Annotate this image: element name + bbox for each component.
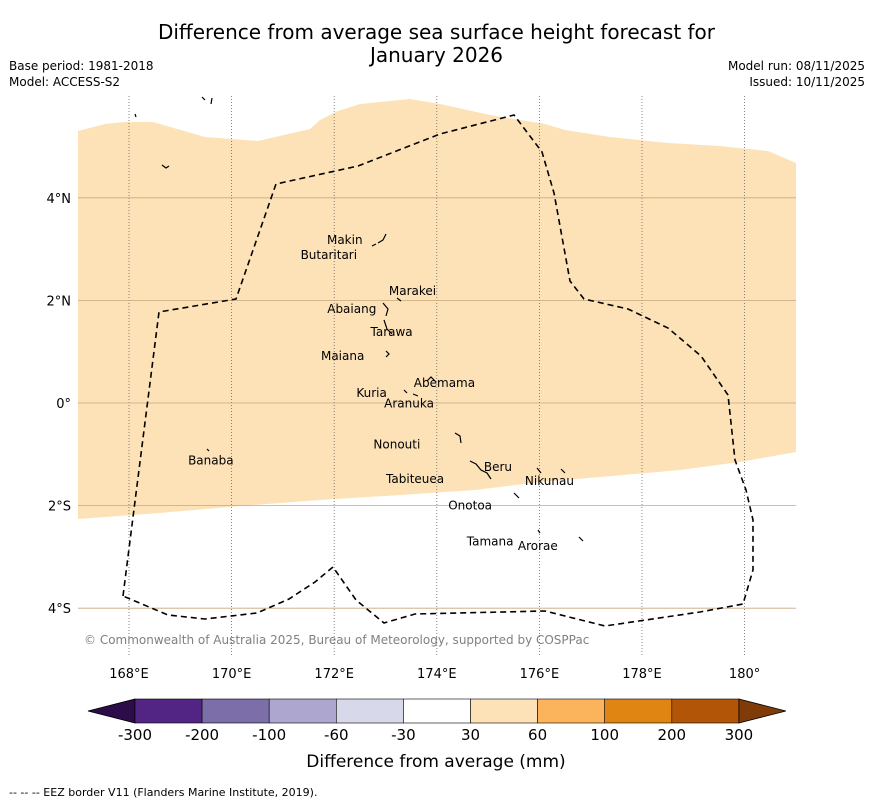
- island-nonouti: [454, 432, 462, 444]
- issued-date: Issued: 10/11/2025: [749, 75, 865, 89]
- x-tick-label: 168°E: [109, 667, 149, 682]
- colorbar-tick-label: 100: [590, 726, 619, 744]
- title-line-1: Difference from average sea surface heig…: [157, 20, 716, 44]
- colorbar-segment: [604, 698, 673, 724]
- colorbar-tick-label: -30: [391, 726, 416, 744]
- colorbar-segment: [671, 698, 740, 724]
- place-label-banaba: Banaba: [188, 453, 234, 467]
- place-label-kuria: Kuria: [356, 386, 387, 400]
- colorbar-segment: [268, 698, 337, 724]
- place-label-nikunau: Nikunau: [525, 474, 574, 488]
- island-maiana: [385, 350, 390, 358]
- x-tick-label: 170°E: [212, 667, 252, 682]
- place-label-nonouti: Nonouti: [373, 438, 420, 452]
- colorbar-extend-low: [87, 698, 136, 724]
- y-axis-ticks: 4°N 2°N 0° 2°S 4°S: [47, 192, 72, 617]
- place-label-makin: Makin: [327, 233, 363, 247]
- colorbar-tick-label: -100: [252, 726, 286, 744]
- island-abemama: [426, 376, 436, 382]
- place-label-onotoa: Onotoa: [448, 499, 492, 513]
- colorbar-tick-label: 200: [657, 726, 686, 744]
- title-line-2: January 2026: [369, 43, 504, 67]
- island-marakei: [396, 297, 402, 302]
- place-label-marakei: Marakei: [389, 284, 436, 298]
- copyright-text: © Commonwealth of Australia 2025, Bureau…: [84, 633, 589, 647]
- x-tick-label: 176°E: [520, 667, 560, 682]
- map-title: Difference from average sea surface heig…: [0, 21, 873, 67]
- coastlines: [134, 96, 584, 542]
- colorbar-tick-label: 60: [528, 726, 547, 744]
- y-tick-label: 4°N: [47, 192, 72, 207]
- colorbar-segment: [470, 698, 538, 724]
- place-label-arorae: Arorae: [518, 539, 558, 553]
- coast-top-left-2: [210, 97, 213, 105]
- colorbar-segment: [134, 698, 203, 724]
- y-tick-label: 2°N: [47, 294, 72, 309]
- colorbar: -300 -200 -100 -60 -30 30 60 100 200 300: [87, 698, 786, 744]
- x-tick-label: 172°E: [314, 667, 354, 682]
- coast-top-left-3: [134, 113, 137, 118]
- island-beru: [536, 467, 542, 474]
- grid-lines: [78, 96, 796, 655]
- island-tamana: [537, 529, 541, 534]
- colorbar-segment: [201, 698, 270, 724]
- island-kuria: [403, 389, 408, 394]
- island-butaritari: [371, 243, 377, 247]
- x-tick-label: 178°E: [622, 667, 662, 682]
- place-label-beru: Beru: [484, 460, 512, 474]
- x-tick-label: 174°E: [417, 667, 457, 682]
- y-tick-label: 0°: [56, 397, 71, 412]
- place-label-tamana: Tamana: [466, 535, 514, 549]
- place-label-abemama: Abemama: [414, 376, 475, 390]
- island-aranuka: [412, 393, 419, 397]
- colorbar-segment: [537, 698, 605, 724]
- colorbar-segment: [335, 698, 404, 724]
- island-tarawa: [383, 319, 393, 335]
- place-label-tarawa: Tarawa: [370, 325, 413, 339]
- colorbar-tick-label: 300: [725, 726, 754, 744]
- colorbar-tick-label: 30: [461, 726, 480, 744]
- meta-right: Model run: 08/11/2025 Issued: 10/11/2025: [728, 58, 865, 90]
- place-label-butaritari: Butaritari: [301, 248, 358, 262]
- eez-border: [122, 114, 754, 627]
- island-makin: [377, 233, 387, 244]
- model-run: Model run: 08/11/2025: [727, 59, 865, 73]
- meta-left: Base period: 1981-2018 Model: ACCESS-S2: [9, 58, 154, 90]
- colorbar-segment: [403, 698, 471, 724]
- colorbar-tick-label: -200: [185, 726, 219, 744]
- colorbar-extend-high: [738, 698, 786, 724]
- island-onotoa: [513, 492, 520, 499]
- island-banaba: [206, 448, 210, 452]
- coast-left-4: [161, 164, 170, 169]
- base-period: Base period: 1981-2018: [9, 59, 154, 73]
- place-label-tabiteuea: Tabiteuea: [385, 472, 444, 486]
- x-tick-label: 180°: [729, 667, 760, 682]
- place-label-aranuka: Aranuka: [384, 397, 434, 411]
- place-label-maiana: Maiana: [321, 349, 364, 363]
- x-axis-ticks: 168°E 170°E 172°E 174°E 176°E 178°E 180°: [109, 667, 760, 682]
- island-arorae: [578, 536, 584, 542]
- colorbar-title: Difference from average (mm): [306, 752, 565, 772]
- y-tick-label: 2°S: [48, 500, 71, 515]
- y-tick-label: 4°S: [48, 602, 71, 617]
- island-nikunau: [560, 468, 566, 474]
- model-name: Model: ACCESS-S2: [9, 75, 121, 89]
- colorbar-tick-label: -60: [324, 726, 349, 744]
- place-label-abaiang: Abaiang: [327, 302, 376, 316]
- island-tabiteuea: [469, 460, 492, 480]
- island-abaiang: [382, 302, 389, 317]
- eez-footnote: -- -- -- EEZ border V11 (Flanders Marine…: [9, 786, 318, 799]
- coast-top-left-1: [201, 96, 206, 101]
- colorbar-tick-label: -300: [118, 726, 152, 744]
